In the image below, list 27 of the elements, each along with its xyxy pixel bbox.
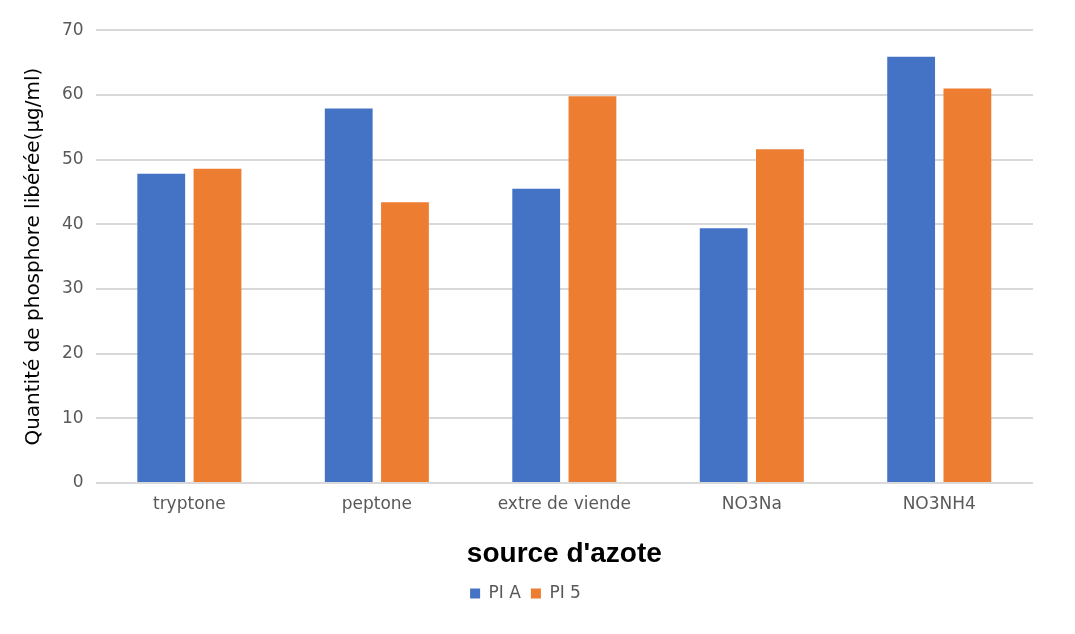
x-tick-label: NO3Na	[721, 492, 782, 513]
bar	[512, 188, 561, 482]
bar	[568, 96, 617, 482]
y-tick-label: 60	[61, 83, 84, 104]
legend-label: PI A	[488, 581, 522, 602]
bar	[324, 108, 373, 482]
bar	[756, 149, 804, 482]
bar	[137, 173, 186, 482]
y-tick-label: 0	[72, 471, 84, 492]
bar	[381, 202, 429, 482]
bar	[193, 168, 242, 482]
y-tick-label: 30	[61, 277, 84, 298]
x-tick-label: NO3NH4	[902, 492, 976, 513]
x-axis-title: source d'azote	[466, 536, 662, 568]
y-tick-label: 40	[61, 212, 84, 233]
bar	[943, 88, 992, 482]
y-tick-label: 20	[61, 342, 84, 363]
x-tick-label: extre de viende	[497, 492, 631, 513]
y-tick-label: 10	[61, 406, 84, 427]
legend-label: PI 5	[549, 581, 581, 602]
y-axis-title: Quantité de phosphore libérée(µg/ml)	[20, 67, 45, 446]
y-tick-label: 50	[61, 147, 84, 168]
bar	[887, 56, 936, 482]
y-tick-label: 70	[61, 18, 84, 39]
x-tick-label: tryptone	[152, 492, 226, 513]
x-tick-label: peptone	[341, 492, 413, 513]
bar	[699, 228, 748, 482]
